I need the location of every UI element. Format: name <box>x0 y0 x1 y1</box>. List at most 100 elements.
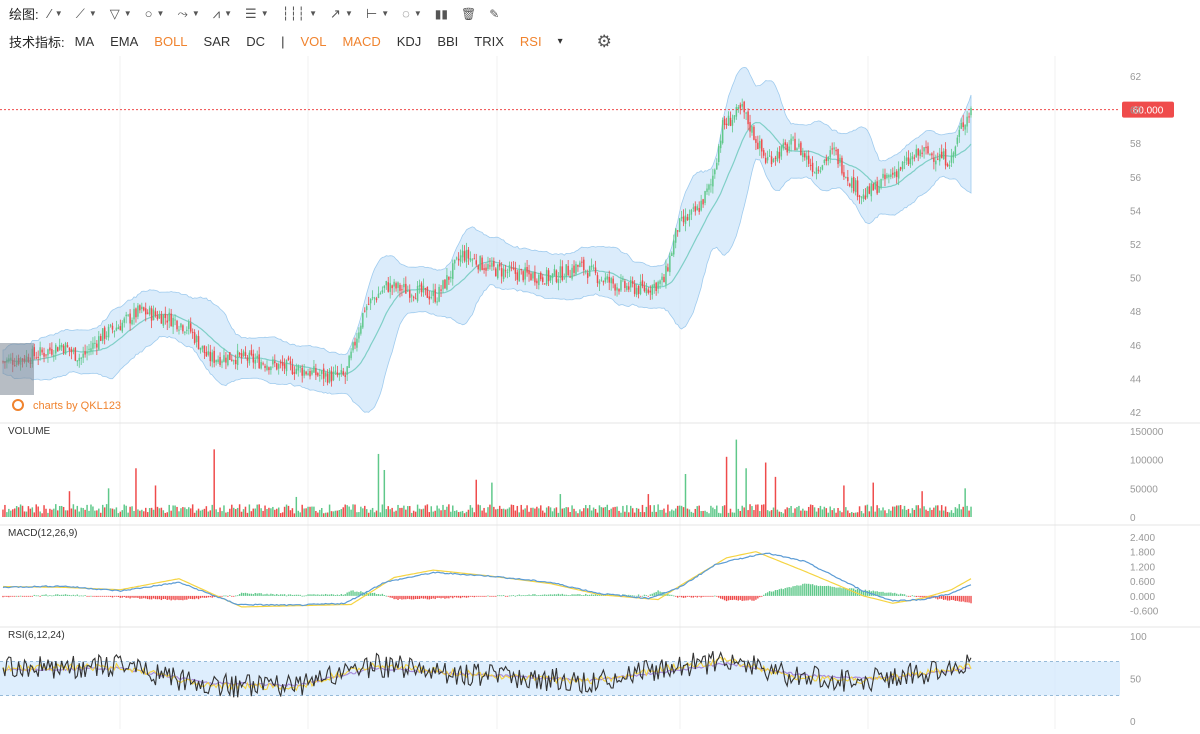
volume-bar <box>764 462 767 517</box>
volume-bar <box>559 494 562 517</box>
volume-bar <box>845 507 847 517</box>
macd-hist-bar <box>749 595 751 600</box>
indicator-ma[interactable]: MA <box>74 34 95 49</box>
candle-body <box>277 364 280 369</box>
indicator-rsi[interactable]: RSI <box>519 34 542 49</box>
macd-hist-bar <box>111 595 114 598</box>
indicator-boll[interactable]: BOLL <box>154 34 188 49</box>
candle-body <box>452 263 454 279</box>
volume-bar <box>850 511 853 517</box>
zigzag-tool-icon[interactable]: ⤳ ▼ <box>177 5 200 21</box>
volume-bar <box>258 504 260 517</box>
settings-gear-icon[interactable]: ⚙ <box>596 31 612 51</box>
channel-tool-icon[interactable]: ┆┆┆ ▼ <box>281 5 318 21</box>
candle-body <box>125 314 127 317</box>
volume-bar <box>937 505 939 517</box>
indicator-trix[interactable]: TRIX <box>474 34 504 49</box>
candle-body <box>762 150 765 156</box>
candle-body <box>757 142 759 150</box>
volume-bar <box>649 505 652 517</box>
candle-body <box>567 265 569 276</box>
macd-hist-bar <box>57 594 59 596</box>
volume-bar <box>563 508 565 517</box>
candle-body <box>862 194 865 199</box>
volume-bar <box>291 508 294 517</box>
volume-bar <box>694 508 697 517</box>
volume-bar <box>475 479 477 517</box>
volume-bar <box>628 512 630 517</box>
candle-body <box>671 253 673 256</box>
candle-body <box>301 367 303 376</box>
macd-hist-bar <box>659 591 661 596</box>
candle-body <box>516 272 519 280</box>
macd-hist-bar <box>23 595 26 597</box>
candle-body <box>281 362 284 366</box>
candle-body <box>397 282 399 288</box>
indicator-dc[interactable]: DC <box>246 34 266 49</box>
volume-bar <box>43 505 45 517</box>
price-tick-label: 48 <box>1130 307 1142 318</box>
more-indicators-caret[interactable]: ▾ <box>557 36 563 47</box>
macd-hist-bar <box>727 595 730 601</box>
volume-bar <box>51 509 53 517</box>
pattern-tool-icon[interactable]: ⩘ ▼ <box>212 5 233 21</box>
indicator-kdj[interactable]: KDJ <box>396 34 422 49</box>
indicator-macd[interactable]: MACD <box>342 34 381 49</box>
indicator-ema[interactable]: EMA <box>110 34 139 49</box>
candle-body <box>424 288 427 290</box>
volume-bar <box>219 507 221 517</box>
candle-body <box>279 362 282 364</box>
triangle-tool-icon[interactable]: ▽ ▼ <box>109 5 132 21</box>
macd-hist-bar <box>763 594 765 596</box>
candle-body <box>674 228 677 243</box>
volume-bar <box>727 512 730 517</box>
candle-body <box>307 373 309 376</box>
candle-body <box>483 268 485 270</box>
trash-icon[interactable]: 🗑 <box>460 6 477 21</box>
candle-body <box>229 352 231 360</box>
macd-hist-bar <box>240 592 243 596</box>
volume-bar <box>62 506 65 517</box>
indicator-sar[interactable]: SAR <box>203 34 231 49</box>
volume-bar <box>410 512 413 517</box>
indicator-bbi[interactable]: BBI <box>437 34 459 49</box>
circle-tool-icon[interactable]: ○ ▼ <box>144 6 165 21</box>
volume-bar <box>58 506 61 517</box>
volume-bar <box>852 512 855 517</box>
volume-bar <box>80 507 82 517</box>
volume-bar <box>497 508 499 517</box>
macd-histogram <box>2 583 972 604</box>
arrow-tool-icon[interactable]: ↗ ▼ <box>330 5 353 21</box>
volume-bar <box>653 505 655 517</box>
eraser-icon[interactable]: ✎ <box>489 6 500 21</box>
range-tool-icon[interactable]: ⊢ ▼ <box>365 5 390 21</box>
macd-hist-bar <box>821 586 824 596</box>
macd-hist-bar <box>323 594 325 596</box>
comment-tool-icon[interactable]: ◌ ▼ <box>402 6 422 21</box>
fib-tool-icon[interactable]: ☰ ▼ <box>245 5 269 21</box>
macd-hist-bar <box>12 595 14 597</box>
macd-hist-bar <box>939 595 941 599</box>
candle-body <box>78 357 80 361</box>
candle-body <box>585 270 587 272</box>
candle-body <box>234 359 237 365</box>
macd-hist-bar <box>403 595 405 600</box>
candle-body <box>604 277 607 282</box>
macd-hist-bar <box>845 588 847 596</box>
macd-hist-bar <box>98 595 100 597</box>
bar-chart-icon[interactable]: ▮▮ <box>434 6 448 21</box>
line-tool-icon[interactable]: ⁄ ▼ <box>48 6 63 21</box>
macd-hist-bar <box>426 595 429 600</box>
macd-hist-bar <box>115 595 118 597</box>
volume-bar <box>442 504 444 517</box>
candle-body <box>780 146 783 157</box>
indicator-vol[interactable]: VOL <box>300 34 327 49</box>
volume-bar <box>698 505 700 517</box>
volume-bar <box>827 512 830 517</box>
macd-hist-bar <box>336 594 339 596</box>
chart-area[interactable]: 60.000 62 60 58 56 54 52 50 48 46 44 42 charts by QK… <box>0 56 1200 734</box>
volume-bar <box>575 511 577 517</box>
macd-hist-bar <box>231 595 233 597</box>
ray-tool-icon[interactable]: ⟋ ▼ <box>75 5 97 21</box>
